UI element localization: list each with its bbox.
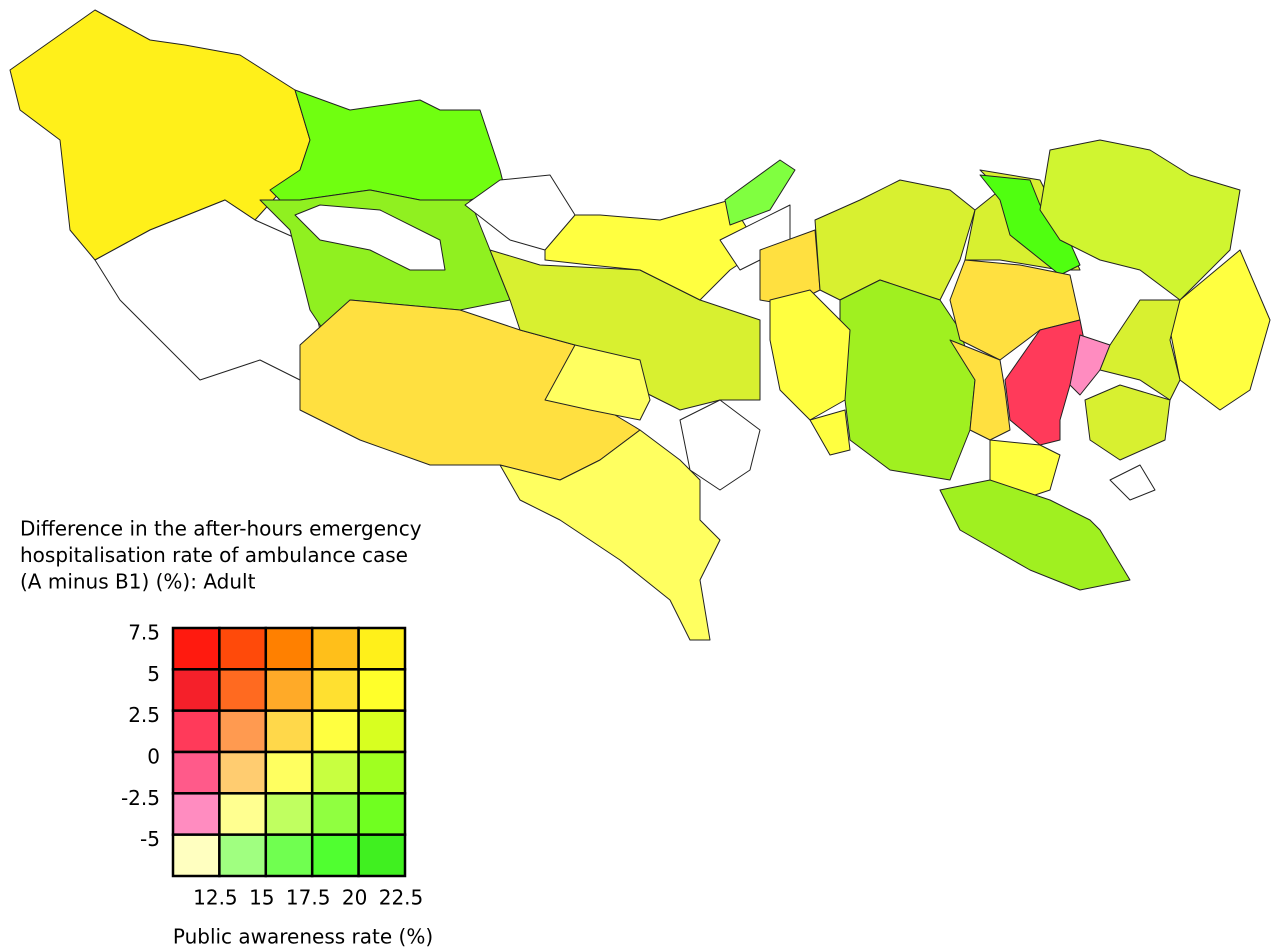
region xyxy=(1004,319,1086,446)
legend-cell xyxy=(264,750,314,795)
legend-cell xyxy=(310,626,360,671)
legend-cell xyxy=(171,833,221,878)
legend-cell xyxy=(218,626,268,671)
x-tick-label: 20 xyxy=(342,886,367,910)
legend-title: (A minus B1) (%): Adult xyxy=(20,570,256,594)
region xyxy=(809,409,851,456)
legend-title: hospitalisation rate of ambulance case xyxy=(20,543,408,567)
region xyxy=(499,429,721,641)
x-tick-label: 12.5 xyxy=(193,886,238,910)
legend-cell xyxy=(357,750,407,795)
region xyxy=(1109,464,1156,501)
legend-cell xyxy=(264,626,314,671)
region xyxy=(979,174,1081,276)
legend-cell xyxy=(310,792,360,836)
legend-cell xyxy=(218,709,268,754)
region xyxy=(1039,139,1241,301)
y-tick-label: -2.5 xyxy=(121,786,160,810)
legend-cell xyxy=(310,709,360,754)
region xyxy=(464,174,576,251)
legend-cell xyxy=(264,709,314,754)
y-tick-label: 2.5 xyxy=(128,703,160,727)
region xyxy=(1099,299,1181,401)
legend-cell xyxy=(171,792,221,836)
legend-cell xyxy=(218,792,268,836)
legend-cell xyxy=(357,668,407,712)
legend-cell xyxy=(264,792,314,836)
y-tick-label: -5 xyxy=(140,827,160,851)
legend: Difference in the after-hours emergencyh… xyxy=(20,517,433,949)
legend-cell xyxy=(218,750,268,795)
legend-cell xyxy=(357,792,407,836)
region xyxy=(544,344,651,421)
region xyxy=(949,339,1011,441)
y-tick-label: 0 xyxy=(147,745,160,769)
legend-cell xyxy=(310,833,360,878)
region xyxy=(724,159,796,226)
legend-cell xyxy=(171,668,221,712)
x-tick-label: 22.5 xyxy=(379,886,424,910)
legend-cell xyxy=(171,750,221,795)
y-tick-label: 5 xyxy=(147,662,160,686)
region xyxy=(939,479,1131,591)
legend-cell xyxy=(218,833,268,878)
region xyxy=(9,9,311,261)
legend-cell xyxy=(264,833,314,878)
legend-cell xyxy=(357,626,407,671)
region xyxy=(769,289,851,421)
y-tick-label: 7.5 xyxy=(128,621,160,645)
legend-cell xyxy=(310,668,360,712)
legend-cell xyxy=(310,750,360,795)
x-tick-label: 17.5 xyxy=(286,886,331,910)
region xyxy=(1169,249,1271,411)
legend-cell xyxy=(357,833,407,878)
region xyxy=(544,199,761,301)
legend-title: Difference in the after-hours emergency xyxy=(20,517,422,541)
legend-cell xyxy=(218,668,268,712)
region xyxy=(1084,384,1171,461)
legend-cell xyxy=(171,709,221,754)
legend-cell xyxy=(264,668,314,712)
region xyxy=(1069,334,1111,396)
map xyxy=(9,9,1271,641)
legend-cell xyxy=(357,709,407,754)
x-axis-title: Public awareness rate (%) xyxy=(173,925,433,949)
region xyxy=(679,399,761,491)
x-tick-label: 15 xyxy=(249,886,274,910)
region xyxy=(814,179,976,301)
legend-cell xyxy=(171,626,221,671)
region xyxy=(294,204,446,271)
